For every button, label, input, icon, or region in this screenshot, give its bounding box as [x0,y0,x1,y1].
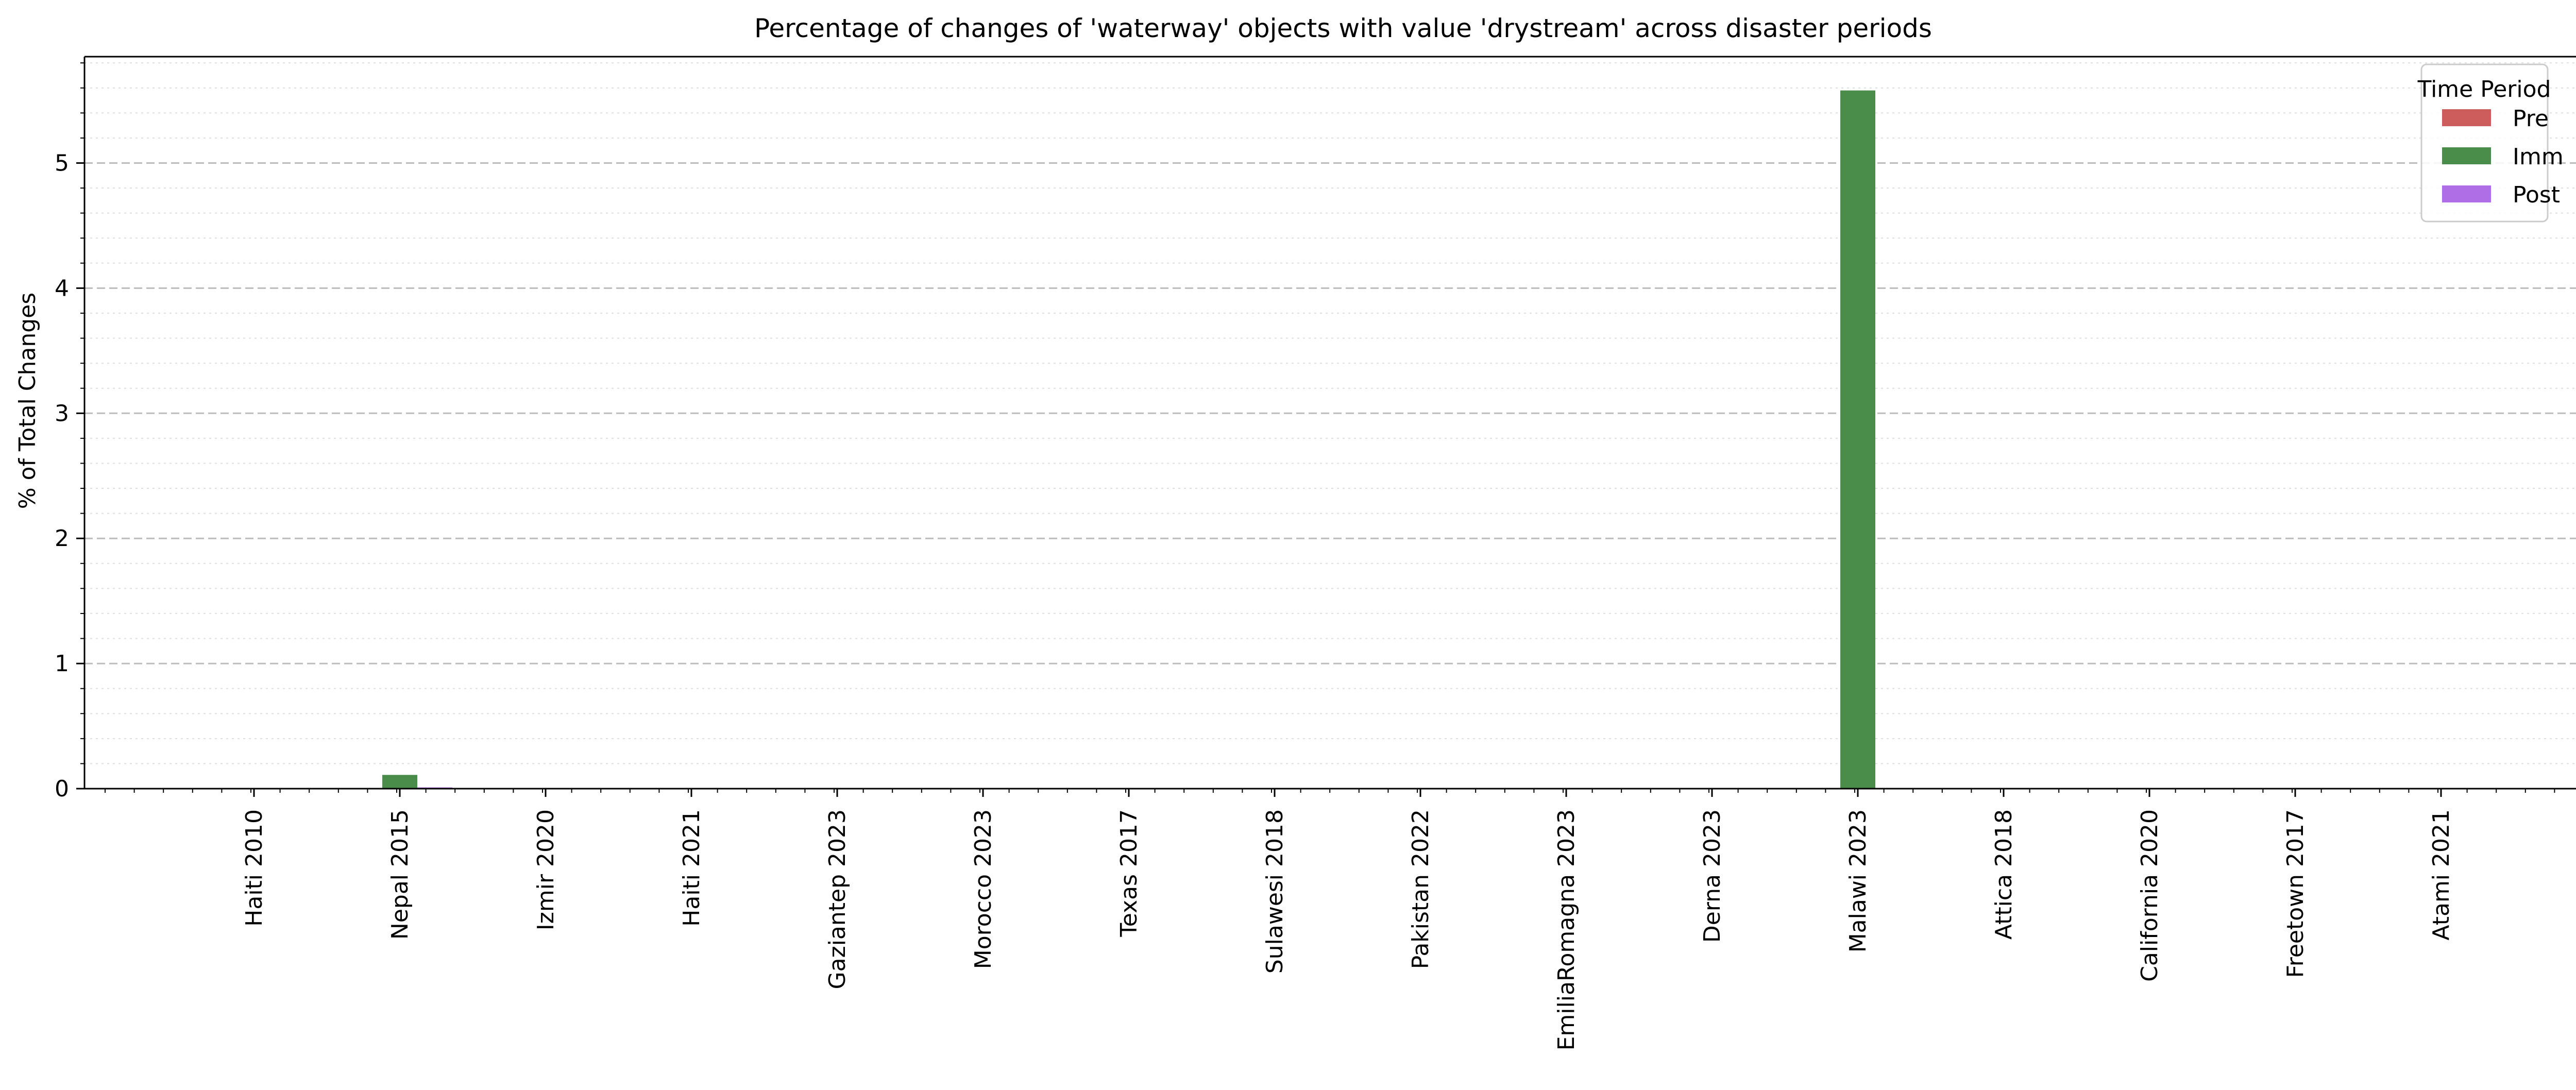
x-tick-label: Attica 2018 [1991,809,2017,940]
x-tick-label: Pakistan 2022 [1408,809,1434,969]
y-tick-label: 1 [55,651,69,677]
x-tick-label: California 2020 [2137,809,2163,982]
legend-box [2420,63,2549,223]
legend-swatch-post [2442,185,2491,202]
y-tick-label: 2 [55,525,69,552]
x-tick-label: Freetown 2017 [2282,809,2309,978]
y-tick-label: 4 [55,275,69,301]
legend-swatch-imm [2442,147,2491,164]
legend-label-pre: Pre [2513,106,2549,132]
grid-layer [84,62,2576,764]
legend-swatch-pre [2442,109,2491,126]
x-tick-label: Izmir 2020 [533,809,559,930]
x-tick-label: Malawi 2023 [1845,809,1871,952]
x-tick-label: Atami 2021 [2428,809,2454,941]
y-axis-label: % of Total Changes [14,293,41,509]
y-tick-label: 0 [55,776,69,802]
bar-imm [1840,90,1875,789]
y-tick-label: 3 [55,400,69,427]
bar-imm [382,775,417,789]
legend-label-post: Post [2513,182,2560,208]
x-tick-label: Haiti 2021 [679,809,705,927]
x-tick-label: Texas 2017 [1116,809,1142,938]
x-tick-label: Sulawesi 2018 [1262,809,1288,974]
legend-title: Time Period [2417,76,2551,103]
x-tick-label: EmiliaRomagna 2023 [1553,809,1580,1050]
axes-layer: 0 1 2 3 4 5 Haiti 2010 Nepal 2015 Izmir 2020 Hait… [55,56,2576,1050]
chart-title: Percentage of changes of 'waterway' obje… [754,13,1932,43]
x-tick-label: Morocco 2023 [970,809,996,969]
bars-layer [382,90,1875,789]
legend: Time Period Pre Imm Post [2417,63,2564,223]
legend-label-imm: Imm [2513,144,2564,170]
x-tick-label: Gaziantep 2023 [824,809,851,989]
x-tick-label: Nepal 2015 [387,809,413,940]
x-tick-label: Haiti 2010 [241,809,267,927]
y-tick-label: 5 [55,150,69,176]
x-tick-label: Derna 2023 [1699,809,1725,943]
legend-entries: Pre Imm Post [2442,106,2564,208]
